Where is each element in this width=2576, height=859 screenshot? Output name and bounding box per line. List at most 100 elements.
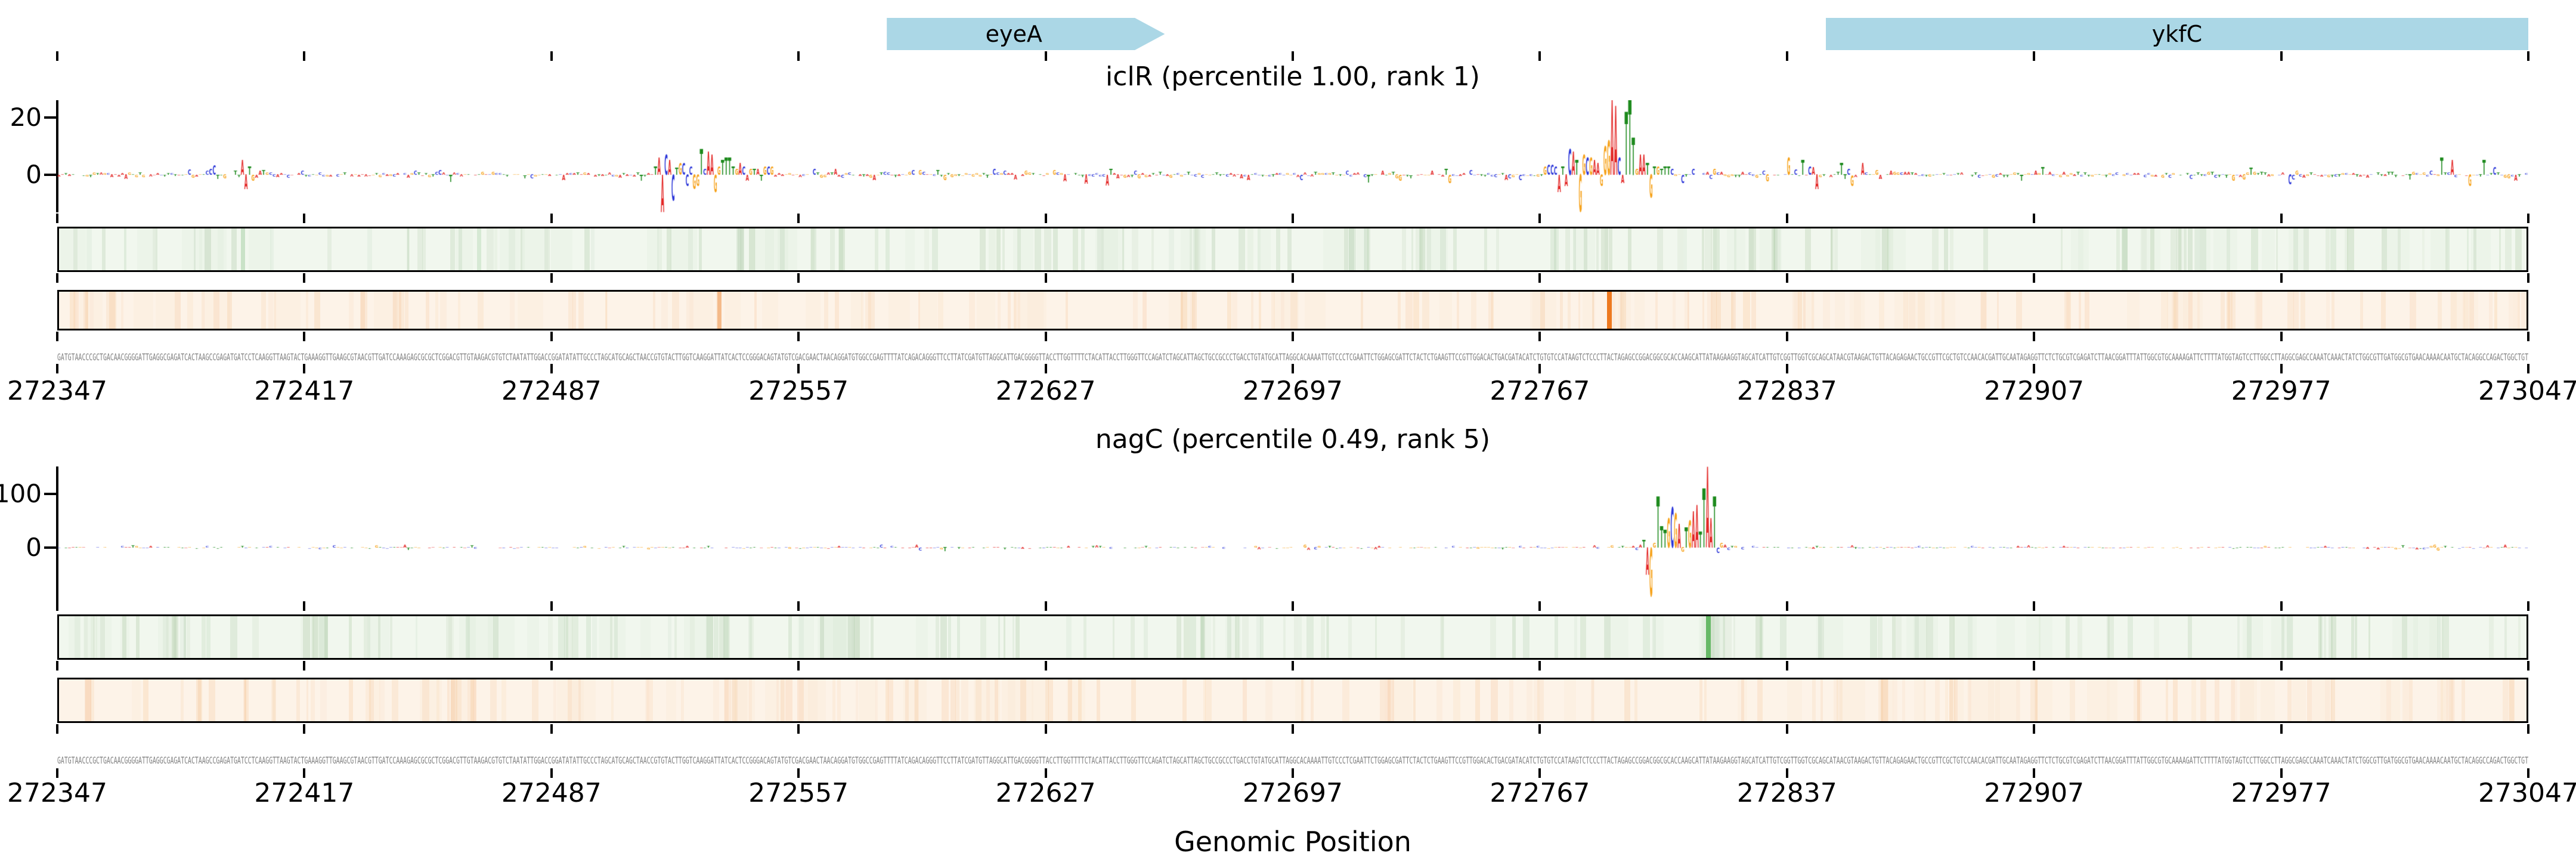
heatmap-band [1926, 616, 1933, 658]
heatmap-band [1816, 616, 1843, 658]
heatmap-band [1027, 292, 1044, 329]
heatmap-band [2079, 292, 2081, 329]
heatmap-band [1774, 228, 1781, 270]
heatmap-band [1212, 228, 1216, 270]
heatmap-band [989, 228, 996, 270]
heatmap-band [166, 616, 174, 658]
heatmap-highlight-line [477, 228, 482, 270]
heatmap-band [1181, 228, 1206, 270]
heatmap-band [2351, 616, 2354, 658]
heatmap-band [261, 292, 266, 329]
heatmap-band [1180, 292, 1187, 329]
heatmap-band [684, 616, 707, 658]
heatmap-band [645, 679, 649, 721]
heatmap-band [980, 228, 986, 270]
heatmap-band [1258, 228, 1271, 270]
heatmap-band [2408, 679, 2413, 721]
heatmap-band [2215, 679, 2219, 721]
heatmap-band [393, 292, 398, 329]
heatmap-band [1287, 228, 1292, 270]
heatmap-band [1189, 228, 1192, 270]
heatmap-band [1196, 228, 1199, 270]
heatmap-band [590, 228, 595, 270]
heatmap-band [459, 228, 462, 270]
heatmap-band [936, 616, 939, 658]
heatmap-band [551, 228, 572, 270]
heatmap-band [2381, 228, 2387, 270]
heatmap-band [2471, 228, 2491, 270]
x-tick [2280, 332, 2283, 341]
heatmap-band [75, 616, 81, 658]
heatmap-band [1348, 228, 1354, 270]
heatmap-band [436, 679, 440, 721]
heatmap-band [100, 616, 105, 658]
heatmap-highlight-line [1705, 616, 1711, 658]
heatmap-band [405, 292, 408, 329]
heatmap-band [1078, 679, 1082, 721]
heatmap-band [788, 616, 792, 658]
x-tick-label: 272417 [254, 376, 355, 406]
heatmap-band [407, 228, 409, 270]
x-tick [1292, 768, 1294, 778]
heatmap-band [510, 292, 515, 329]
heatmap-band [2230, 679, 2235, 721]
heatmap-band [448, 616, 454, 658]
x-tick [1538, 661, 1541, 670]
heatmap-band [1881, 679, 1888, 721]
heatmap-band [961, 679, 969, 721]
x-tick-labels-iclR: 272347 272417 272487 272557 272627 272697 2727… [0, 377, 2576, 407]
heatmap-band [2386, 679, 2391, 721]
heatmap-band [714, 616, 719, 658]
heatmap-band [275, 292, 301, 329]
heatmap-band [2281, 616, 2285, 658]
x-tick [2033, 768, 2036, 778]
heatmap-band [2200, 228, 2207, 270]
x-tick-label: 272347 [7, 376, 107, 406]
heatmap-band [1132, 228, 1139, 270]
heatmap-band [348, 679, 354, 721]
x-tick [2280, 768, 2283, 778]
heatmap-band [1931, 228, 1939, 270]
heatmap-band [522, 228, 548, 270]
heatmap-band [1475, 679, 1480, 721]
heatmap-band [1320, 616, 1326, 658]
heatmap-band [2286, 616, 2293, 658]
heatmap-band [1032, 679, 1046, 721]
heatmap-band [451, 679, 458, 721]
heatmap-band [980, 616, 987, 658]
heatmap-band [2431, 228, 2448, 270]
heatmap-band [2436, 679, 2443, 721]
heatmap-band [610, 616, 613, 658]
heatmap-band [2461, 679, 2465, 721]
heatmap-band [1751, 292, 1756, 329]
heatmap-band [1967, 679, 1994, 721]
heatmap-band [1831, 228, 1834, 270]
heatmap-band [1604, 228, 1608, 270]
heatmap-band [1008, 679, 1034, 721]
heatmap-band [1836, 679, 1843, 721]
heatmap-band [2473, 228, 2476, 270]
heatmap-band [1895, 616, 1902, 658]
heatmap-band [73, 292, 77, 329]
heatmap-band [2066, 616, 2070, 658]
heatmap-band [1749, 228, 1756, 270]
heatmap-band [92, 616, 95, 658]
heatmap-band [378, 616, 381, 658]
heatmap-band [501, 679, 506, 721]
heatmap-band [324, 616, 328, 658]
heatmap-band [1227, 616, 1231, 658]
heatmap-band [2251, 228, 2258, 270]
heatmap-band [1422, 228, 1448, 270]
heatmap-band [729, 679, 754, 721]
heatmap-band [725, 616, 730, 658]
heatmap-band [2345, 228, 2349, 270]
heatmap-band [1306, 616, 1314, 658]
heatmap-band [96, 616, 112, 658]
heatmap-band [2165, 679, 2168, 721]
heatmap-band [998, 292, 1001, 329]
heatmap-band [780, 228, 785, 270]
heatmap-band [750, 616, 754, 658]
heatmap-band [417, 228, 423, 270]
heatmap-band [2307, 679, 2312, 721]
heatmap-band [1574, 616, 1578, 658]
